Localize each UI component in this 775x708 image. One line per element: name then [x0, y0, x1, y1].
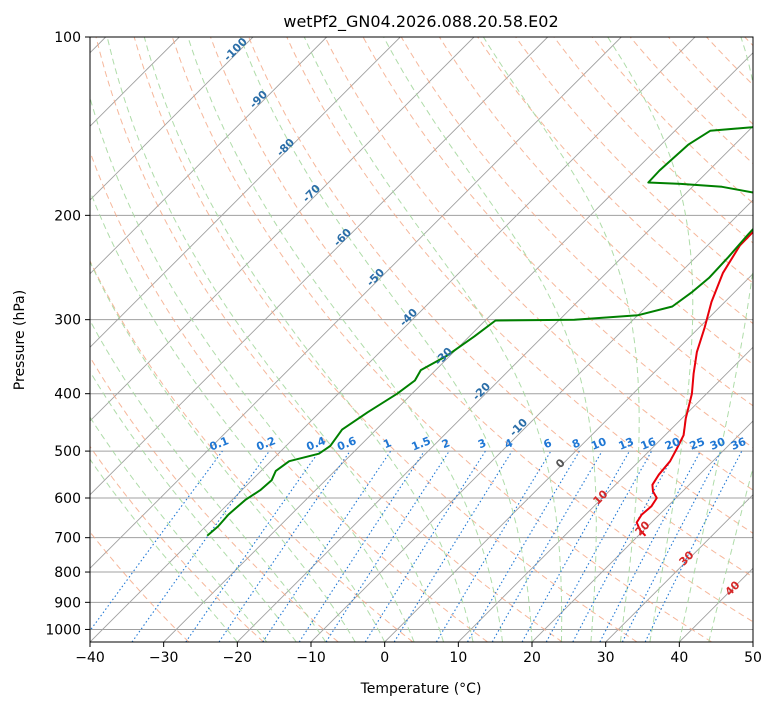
- isotherm-line: [90, 37, 696, 642]
- isotherm-line: [90, 37, 475, 422]
- y-tick-label: 200: [54, 208, 81, 224]
- moist-adiabat-line: [708, 466, 753, 642]
- plot-frame: [89, 36, 754, 643]
- dry-adiabat-line: [515, 37, 753, 284]
- mixing-ratio-label: 10: [589, 435, 608, 453]
- moist-adiabat-line: [90, 319, 327, 642]
- x-axis-label: Temperature (°C): [360, 681, 482, 697]
- mixing-ratio-line: [393, 450, 513, 642]
- x-tick-label: 30: [597, 650, 615, 666]
- moist-adiabat-line: [143, 37, 474, 642]
- x-tick-label: −10: [296, 650, 326, 666]
- axis-ticks: −40 −30 −20 −10 0 10 20 30 40 50 1000 900 800 700 600 5…: [45, 30, 762, 666]
- chart-title: wetPf2_GN04.2026.088.20.58.E02: [283, 12, 558, 32]
- moist-adiabat-line: [607, 37, 694, 642]
- y-tick-label: 600: [54, 491, 81, 507]
- mixing-ratio-line: [262, 450, 392, 642]
- mixing-ratio-label: 20: [663, 435, 682, 453]
- moist-adiabat-line: [90, 96, 415, 642]
- dry-adiabat-line: [133, 37, 638, 642]
- dry-adiabat-line: [90, 445, 264, 642]
- isotherm-line: [236, 125, 753, 642]
- x-tick-label: −20: [223, 650, 253, 666]
- dry-adiabat-line: [171, 37, 712, 642]
- moist-adiabat-line: [90, 458, 238, 642]
- y-tick-label: 700: [54, 531, 81, 547]
- mixing-ratio-line: [325, 450, 450, 642]
- x-tick-label: 50: [744, 650, 762, 666]
- dry-adiabat-line: [248, 37, 753, 578]
- background-lines: [90, 37, 753, 642]
- moist-adiabat-line: [187, 37, 503, 642]
- dry-adiabat-line: [324, 37, 753, 491]
- mixing-ratio-line: [521, 450, 630, 642]
- line-labels: 0.1 0.2 0.4 0.6 1 1.5 2 3 4 6 8 10 13 16 20 25 30 36-100-…: [208, 35, 749, 599]
- isotherm-line: [531, 420, 753, 642]
- y-axis-label: Pressure (hPa): [12, 290, 28, 390]
- mixing-ratio-line: [644, 450, 743, 642]
- isotherm-line: [384, 273, 753, 642]
- y-tick-label: 300: [54, 313, 81, 329]
- x-tick-label: −40: [75, 650, 105, 666]
- moist-adiabat-line: [106, 37, 445, 642]
- mixing-ratio-label: 8: [570, 436, 582, 451]
- mixing-ratio-line: [185, 450, 320, 642]
- moist-adiabat-line: [678, 37, 753, 642]
- moist-adiabat-line: [482, 37, 640, 642]
- mixing-ratio-label: 3: [476, 436, 488, 451]
- mixing-ratio-label: 30: [708, 435, 727, 453]
- isotherm-line: [90, 37, 254, 201]
- moist-adiabat-line: [90, 370, 297, 642]
- moist-adiabat-line: [90, 260, 356, 642]
- y-tick-label: 400: [54, 387, 81, 403]
- isotherm-line: [90, 37, 328, 275]
- isotherm-line: [90, 37, 401, 348]
- moist-adiabat-line: [239, 37, 533, 642]
- isotherm-line: [605, 494, 753, 642]
- isotherm-line: [90, 37, 622, 569]
- moist-adiabat-line: [90, 416, 268, 642]
- mixing-ratio-line: [545, 450, 653, 642]
- isotherm-line: [752, 641, 753, 642]
- plot-area: [90, 37, 753, 642]
- dry-adiabat-line: [210, 37, 753, 623]
- mixing-ratio-line: [218, 450, 351, 642]
- mixing-ratio-label: 36: [729, 435, 748, 453]
- x-tick-label: 40: [670, 650, 688, 666]
- mixing-ratio-label: 16: [639, 435, 658, 453]
- y-tick-label: 800: [54, 565, 81, 581]
- y-tick-label: 900: [54, 595, 81, 611]
- isotherm-line: [90, 37, 549, 496]
- mixing-ratio-line: [131, 450, 270, 642]
- x-tick-label: −30: [149, 650, 179, 666]
- y-tick-label: 100: [54, 30, 81, 46]
- mixing-ratio-line: [298, 450, 425, 642]
- moist-adiabat-line: [383, 37, 597, 642]
- moist-adiabat-line: [90, 189, 386, 642]
- y-tick-label: 1000: [45, 622, 81, 638]
- mixing-ratio-label: 25: [688, 435, 707, 453]
- dry-adiabat-line: [90, 356, 339, 642]
- x-tick-label: 10: [449, 650, 467, 666]
- dry-adiabat-line: [95, 37, 563, 642]
- x-tick-label: 0: [380, 650, 389, 666]
- mixing-ratio-line: [572, 450, 677, 642]
- temperature-line: [635, 230, 753, 537]
- isotherm-line: [163, 52, 753, 642]
- mixing-ratio-label: 2: [440, 436, 452, 451]
- dewpoint-line: [206, 126, 753, 537]
- dry-adiabat-line: [286, 37, 753, 534]
- mixing-ratio-line: [90, 450, 223, 632]
- mixing-ratio-label: 13: [617, 435, 636, 453]
- x-tick-label: 20: [523, 650, 541, 666]
- moist-adiabat-line: [303, 37, 563, 642]
- profile-lines: [206, 126, 753, 537]
- dry-adiabat-line: [90, 259, 414, 642]
- y-tick-label: 500: [54, 444, 81, 460]
- mixing-ratio-label: 1: [381, 436, 393, 451]
